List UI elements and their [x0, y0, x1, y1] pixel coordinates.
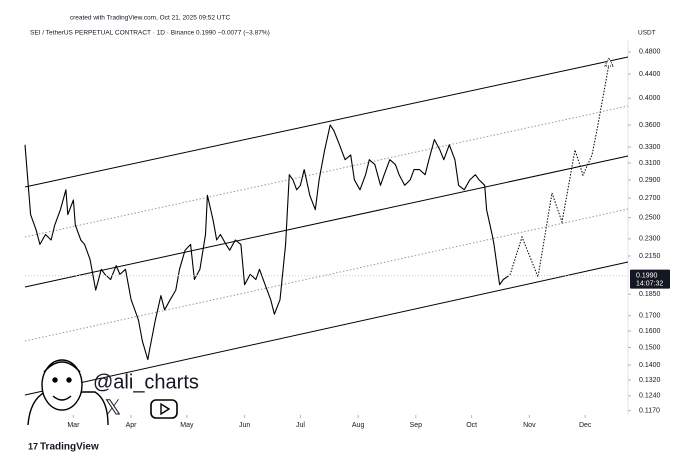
x-tick-label: Oct [466, 422, 477, 429]
y-tick-label: 0.3300 [639, 144, 661, 151]
channel-mid [24, 155, 629, 288]
x-icon: 𝕏 [105, 397, 122, 420]
x-tick-label: Jun [239, 422, 250, 429]
channel-bottom [24, 261, 629, 396]
x-tick-label: Apr [126, 422, 138, 429]
y-tick-label: 0.1600 [639, 328, 661, 335]
credit: created with TradingView.com, Oct 21, 20… [70, 15, 231, 22]
x-tick-label: May [180, 422, 194, 429]
y-tick-label: 0.2300 [639, 236, 661, 243]
y-unit: USDT [638, 30, 656, 37]
y-tick-label: 0.2500 [639, 215, 661, 222]
avatar-head [41, 359, 83, 411]
x-tick-label: Sep [410, 422, 423, 429]
chart-title: SEI / TetherUS PERPETUAL CONTRACT · 1D ·… [30, 30, 270, 37]
projection-arrow [604, 56, 614, 67]
y-tick-label: 0.1850 [639, 291, 661, 298]
x-tick-label: Mar [67, 422, 80, 429]
projection [509, 63, 610, 279]
last-price-tag [630, 269, 670, 289]
price-line [24, 124, 510, 361]
y-tick-label: 0.2900 [639, 177, 661, 184]
channel-top [24, 56, 629, 188]
logo-mark: 17 [28, 441, 38, 451]
y-tick-label: 0.4800 [639, 49, 661, 56]
axes: 0.4800 0.4400 0.4000 0.3600 0.3300 0.3100 0.29… [24, 49, 670, 429]
x-tick-label: Nov [523, 422, 536, 429]
y-tick-label: 0.1500 [639, 344, 661, 351]
y-tick-label: 0.2150 [639, 253, 661, 260]
youtube-play [160, 402, 171, 416]
channel-quarter [24, 208, 629, 342]
y-tick-label: 0.2700 [639, 195, 661, 202]
channel-quarter [24, 105, 629, 238]
y-tick-label: 0.1700 [639, 313, 661, 320]
x-tick-label: Jul [296, 422, 305, 429]
x-tick-label: Aug [352, 422, 365, 429]
last-price-label: 0.1990 [636, 272, 658, 279]
avatar-hair [43, 361, 81, 373]
y-tick-label: 0.1400 [639, 362, 661, 369]
y-tick-label: 0.1170 [639, 407, 660, 414]
avatar-eye [52, 377, 58, 383]
y-tick-label: 0.4000 [639, 95, 661, 102]
avatar [27, 359, 109, 426]
avatar-smile [52, 395, 72, 401]
channel [24, 56, 629, 396]
watermark: @ali_charts [93, 371, 199, 393]
y-tick-label: 0.3600 [639, 122, 661, 129]
y-tick-label: 0.1240 [639, 393, 661, 400]
y-tick-label: 0.4400 [639, 71, 661, 78]
avatar-eye [66, 377, 72, 383]
y-tick-label: 0.3100 [639, 160, 661, 167]
x-tick-label: Dec [579, 422, 592, 429]
countdown: 14:07:32 [636, 280, 663, 287]
brand: TradingView [40, 442, 99, 453]
youtube-icon [150, 399, 178, 419]
y-tick-label: 0.1320 [639, 377, 661, 384]
